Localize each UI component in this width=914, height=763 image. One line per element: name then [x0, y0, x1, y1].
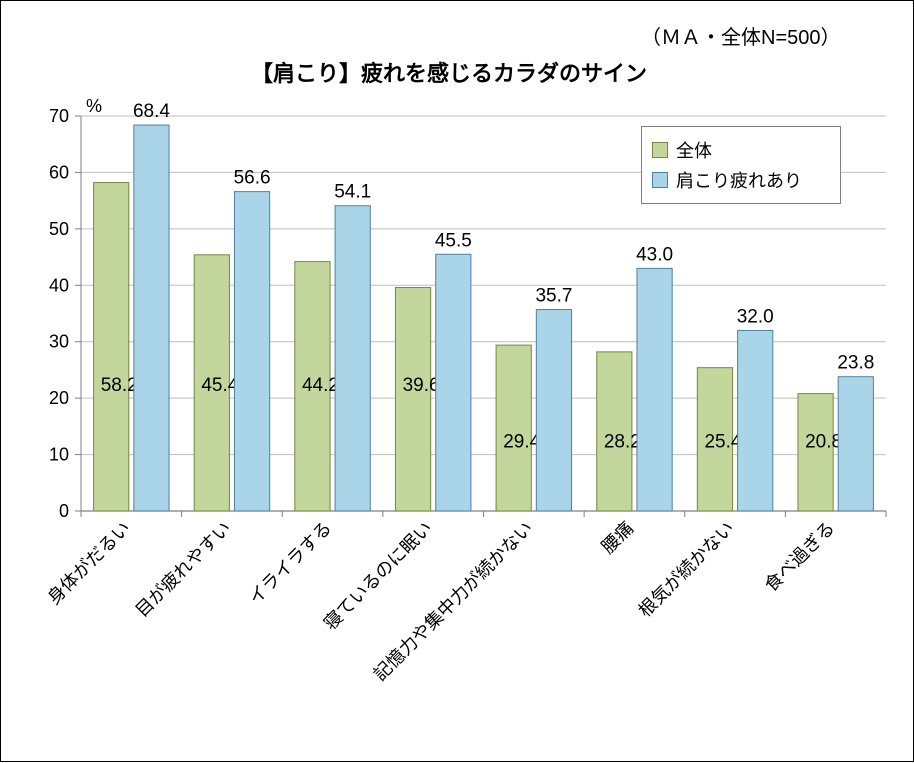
bar-label: 32.0 — [737, 306, 774, 327]
y-tick-label: 0 — [59, 501, 69, 521]
x-category-label: 目が疲れやすい — [132, 518, 235, 621]
bar — [496, 345, 531, 511]
bar-label: 45.4 — [201, 375, 238, 396]
bar-label: 43.0 — [636, 244, 673, 265]
legend-swatch — [652, 172, 668, 188]
bar — [335, 206, 370, 511]
y-tick-label: 20 — [49, 388, 69, 408]
legend-swatch — [652, 142, 668, 158]
y-tick-label: 10 — [49, 445, 69, 465]
y-tick-label: 40 — [49, 275, 69, 295]
y-tick-label: 50 — [49, 219, 69, 239]
bar — [395, 288, 430, 511]
bar — [94, 183, 129, 511]
bar-label: 29.4 — [503, 431, 540, 452]
chart-svg: 0 10 20 30 40 50 60 70 58.2 68.4 身体がだるい 45.4 56.6 目が疲… — [1, 1, 914, 763]
bar-label: 20.8 — [805, 431, 842, 452]
bar-label: 58.2 — [101, 375, 138, 396]
bar — [637, 268, 672, 511]
x-category-label: 身体がだるい — [44, 518, 135, 609]
bar-label: 54.1 — [334, 182, 371, 203]
bar-label: 28.2 — [604, 431, 641, 452]
x-category-label: 記憶力や集中力が続かない — [370, 518, 537, 685]
bar — [536, 310, 571, 511]
y-tick-label: 30 — [49, 332, 69, 352]
bar — [134, 125, 169, 511]
bar-label: 35.7 — [535, 286, 572, 307]
bar-label: 68.4 — [133, 101, 170, 122]
x-category-label: 寝ているのに眠い — [320, 518, 436, 634]
x-category-label: イライラする — [245, 518, 336, 609]
bar-label: 39.6 — [403, 375, 440, 396]
bar-label: 44.2 — [302, 375, 339, 396]
x-category-label: 食べ過ぎる — [761, 518, 839, 596]
bar — [738, 330, 773, 511]
legend: 全体肩こり疲れあり — [641, 126, 841, 204]
legend-label: 肩こり疲れあり — [676, 167, 802, 193]
bar-label: 25.4 — [704, 431, 741, 452]
legend-label: 全体 — [676, 137, 712, 163]
x-category-label: 腰痛 — [598, 518, 638, 558]
x-category-label: 根気が続かない — [635, 518, 738, 621]
bar — [234, 192, 269, 511]
bar — [798, 394, 833, 511]
bar-label: 56.6 — [234, 168, 271, 189]
legend-item: 肩こり疲れあり — [652, 167, 830, 193]
bar — [436, 254, 471, 511]
y-tick-label: 70 — [49, 106, 69, 126]
y-tick-label: 60 — [49, 162, 69, 182]
bar — [838, 377, 873, 511]
chart-frame: （ＭＡ・全体N=500）【肩こり】疲れを感じるカラダのサイン%010203040… — [0, 0, 914, 762]
bar-label: 45.5 — [435, 230, 472, 251]
legend-item: 全体 — [652, 137, 830, 163]
bar-label: 23.8 — [837, 353, 874, 374]
